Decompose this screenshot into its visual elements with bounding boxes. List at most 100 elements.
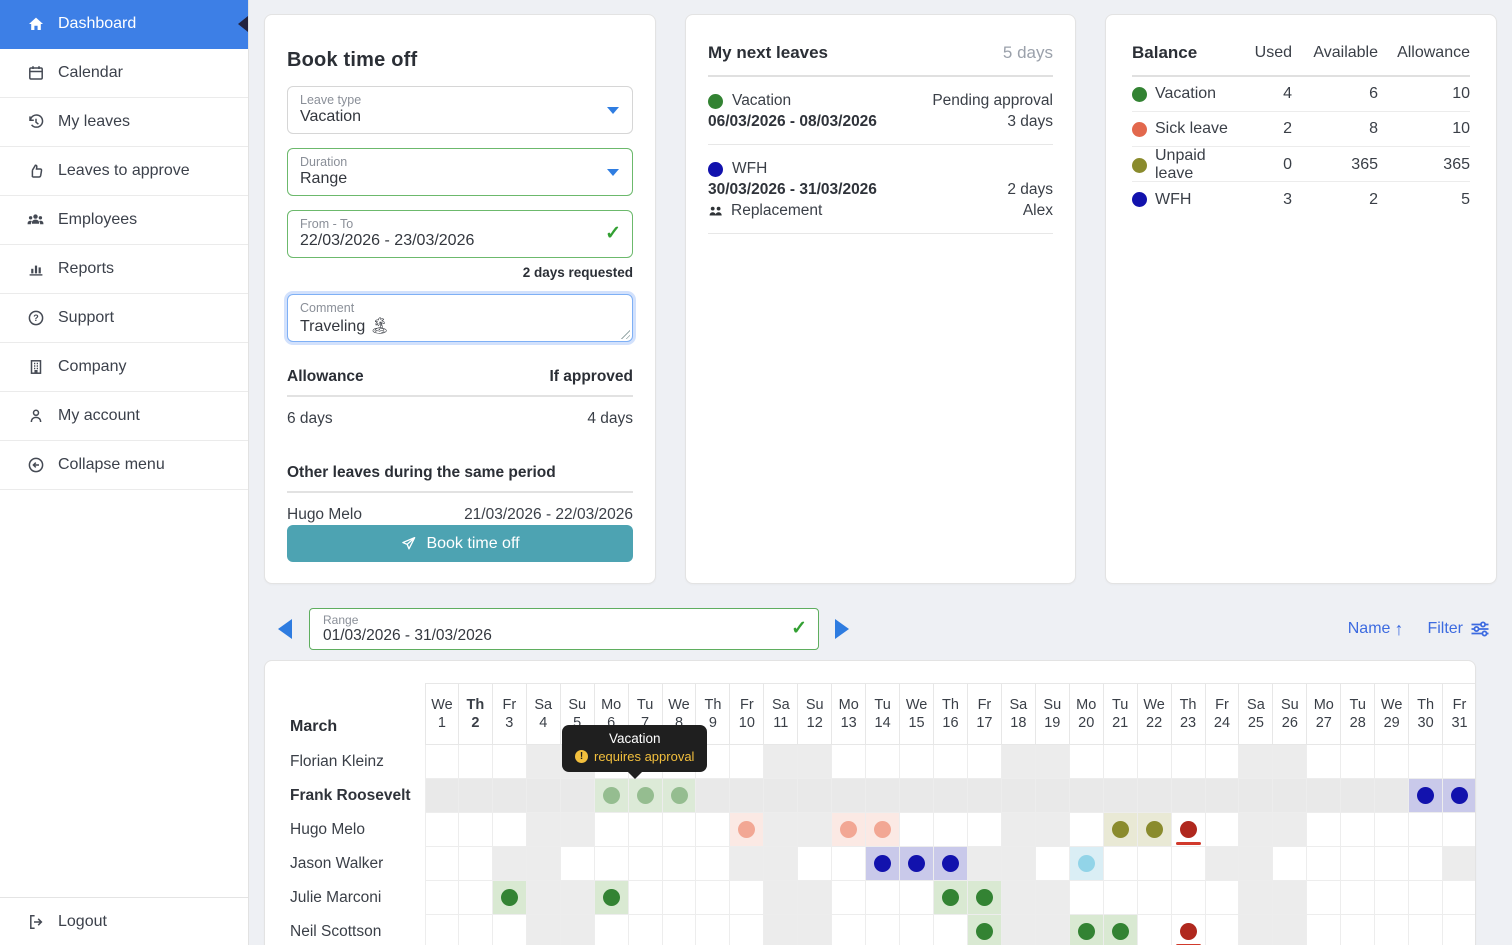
- calendar-day-cell[interactable]: [1307, 745, 1342, 779]
- calendar-day-cell[interactable]: [526, 847, 561, 881]
- calendar-day-cell[interactable]: [764, 813, 799, 847]
- sidebar-item-reports[interactable]: Reports: [0, 245, 248, 294]
- calendar-day-cell[interactable]: [900, 915, 935, 945]
- resize-handle[interactable]: [620, 329, 630, 339]
- calendar-day-cell[interactable]: [798, 813, 833, 847]
- calendar-day-cell[interactable]: [458, 779, 493, 813]
- calendar-day-cell[interactable]: [425, 881, 459, 915]
- calendar-day-cell[interactable]: [934, 847, 968, 881]
- calendar-day-cell[interactable]: [458, 881, 493, 915]
- calendar-day-cell[interactable]: [526, 779, 561, 813]
- calendar-day-cell[interactable]: [628, 881, 663, 915]
- calendar-day-cell[interactable]: [832, 745, 867, 779]
- filter-button[interactable]: Filter: [1427, 620, 1490, 638]
- calendar-day-cell[interactable]: [458, 813, 493, 847]
- calendar-day-cell[interactable]: [492, 915, 527, 945]
- calendar-day-cell[interactable]: [1239, 881, 1274, 915]
- calendar-day-cell[interactable]: [662, 847, 697, 881]
- calendar-day-cell[interactable]: [866, 915, 901, 945]
- sidebar-item-support[interactable]: ? Support: [0, 294, 248, 343]
- calendar-day-cell[interactable]: [1205, 881, 1240, 915]
- sidebar-item-company[interactable]: Company: [0, 343, 248, 392]
- duration-select[interactable]: Duration Range: [287, 148, 633, 196]
- calendar-day-cell[interactable]: [798, 881, 833, 915]
- calendar-day-cell[interactable]: [1171, 915, 1206, 945]
- sidebar-item-employees[interactable]: Employees: [0, 196, 248, 245]
- calendar-day-cell[interactable]: [1035, 881, 1070, 915]
- calendar-day-cell[interactable]: [560, 779, 595, 813]
- sidebar-item-calendar[interactable]: Calendar: [0, 49, 248, 98]
- calendar-day-cell[interactable]: [967, 813, 1002, 847]
- calendar-day-cell[interactable]: [1341, 915, 1376, 945]
- book-time-off-button[interactable]: Book time off: [287, 525, 633, 562]
- calendar-day-cell[interactable]: [866, 779, 901, 813]
- calendar-day-cell[interactable]: [967, 881, 1002, 915]
- calendar-day-cell[interactable]: [1171, 813, 1206, 847]
- calendar-day-cell[interactable]: [967, 745, 1002, 779]
- previous-month-arrow[interactable]: [278, 619, 292, 639]
- calendar-day-cell[interactable]: [662, 915, 697, 945]
- calendar-day-cell[interactable]: [594, 813, 629, 847]
- sort-by-name-button[interactable]: Name ↑: [1348, 619, 1404, 640]
- calendar-day-cell[interactable]: [1069, 847, 1104, 881]
- calendar-day-cell[interactable]: [1375, 813, 1410, 847]
- calendar-day-cell[interactable]: [594, 779, 629, 813]
- calendar-day-cell[interactable]: [1239, 915, 1274, 945]
- calendar-day-cell[interactable]: [560, 881, 595, 915]
- calendar-day-cell[interactable]: [1205, 745, 1240, 779]
- calendar-day-cell[interactable]: [1205, 915, 1240, 945]
- calendar-day-cell[interactable]: [866, 881, 901, 915]
- calendar-day-cell[interactable]: [458, 847, 493, 881]
- calendar-day-cell[interactable]: [1409, 745, 1444, 779]
- calendar-day-cell[interactable]: [798, 745, 833, 779]
- calendar-day-cell[interactable]: [492, 745, 527, 779]
- calendar-day-cell[interactable]: [832, 779, 867, 813]
- calendar-day-cell[interactable]: [832, 881, 867, 915]
- calendar-day-cell[interactable]: [1375, 847, 1410, 881]
- calendar-day-cell[interactable]: [730, 847, 765, 881]
- calendar-day-cell[interactable]: [1239, 847, 1274, 881]
- calendar-day-cell[interactable]: [1137, 915, 1172, 945]
- calendar-day-cell[interactable]: [1307, 847, 1342, 881]
- calendar-day-cell[interactable]: [1103, 813, 1138, 847]
- calendar-day-cell[interactable]: [1273, 745, 1308, 779]
- calendar-day-cell[interactable]: [1409, 915, 1444, 945]
- calendar-day-cell[interactable]: [1001, 813, 1036, 847]
- calendar-day-cell[interactable]: [1069, 813, 1104, 847]
- calendar-day-cell[interactable]: [1341, 847, 1376, 881]
- calendar-day-cell[interactable]: [1341, 813, 1376, 847]
- calendar-day-cell[interactable]: [900, 779, 935, 813]
- calendar-day-cell[interactable]: [662, 881, 697, 915]
- sidebar-item-dashboard[interactable]: Dashboard: [0, 0, 248, 49]
- calendar-day-cell[interactable]: [764, 745, 799, 779]
- calendar-day-cell[interactable]: [730, 915, 765, 945]
- calendar-day-cell[interactable]: [1239, 745, 1274, 779]
- calendar-day-cell[interactable]: [900, 745, 935, 779]
- calendar-day-cell[interactable]: [1103, 915, 1138, 945]
- calendar-day-cell[interactable]: [1273, 915, 1308, 945]
- calendar-day-cell[interactable]: [526, 915, 561, 945]
- calendar-day-cell[interactable]: [730, 745, 765, 779]
- calendar-day-cell[interactable]: [1137, 813, 1172, 847]
- calendar-day-cell[interactable]: [1137, 745, 1172, 779]
- calendar-day-cell[interactable]: [1443, 847, 1475, 881]
- calendar-day-cell[interactable]: [866, 813, 901, 847]
- calendar-day-cell[interactable]: [1443, 881, 1475, 915]
- calendar-day-cell[interactable]: [1171, 881, 1206, 915]
- calendar-day-cell[interactable]: [425, 779, 459, 813]
- calendar-day-cell[interactable]: [798, 779, 833, 813]
- range-input[interactable]: Range 01/03/2026 - 31/03/2026 ✓: [309, 608, 819, 650]
- calendar-day-cell[interactable]: [832, 813, 867, 847]
- calendar-day-cell[interactable]: [1239, 813, 1274, 847]
- calendar-day-cell[interactable]: [900, 813, 935, 847]
- calendar-day-cell[interactable]: [1103, 881, 1138, 915]
- calendar-day-cell[interactable]: [730, 881, 765, 915]
- calendar-day-cell[interactable]: [1205, 847, 1240, 881]
- calendar-day-cell[interactable]: [1171, 847, 1206, 881]
- calendar-day-cell[interactable]: [425, 847, 459, 881]
- calendar-day-cell[interactable]: [764, 779, 799, 813]
- calendar-day-cell[interactable]: [696, 813, 731, 847]
- calendar-day-cell[interactable]: [1273, 779, 1308, 813]
- calendar-day-cell[interactable]: [1069, 779, 1104, 813]
- sidebar-item-collapse-menu[interactable]: Collapse menu: [0, 441, 248, 490]
